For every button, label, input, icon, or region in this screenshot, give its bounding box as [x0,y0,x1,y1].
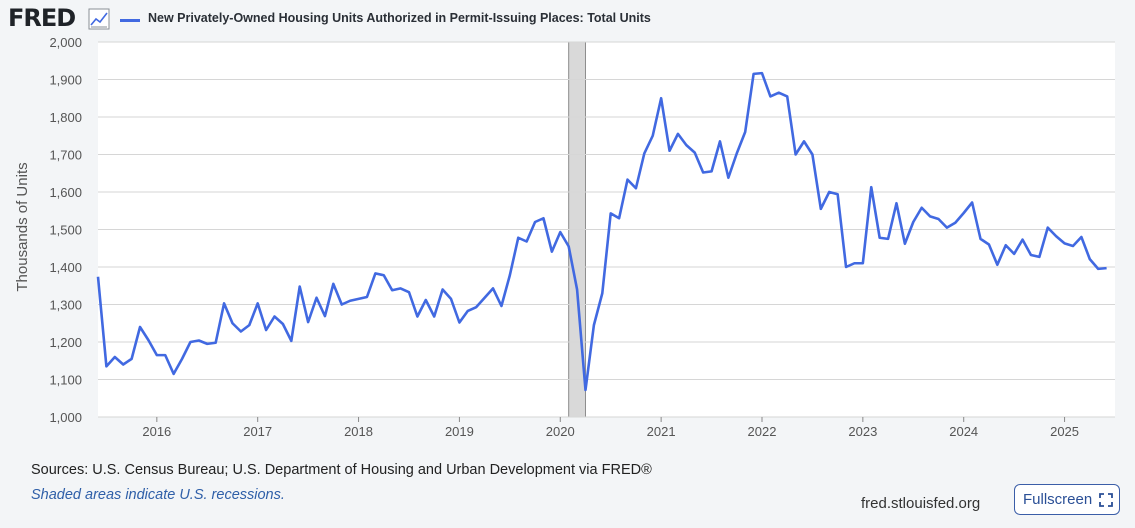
x-tick-label: 2022 [748,424,777,439]
y-tick-label: 1,600 [49,185,82,200]
x-tick-label: 2020 [546,424,575,439]
y-tick-label: 1,800 [49,110,82,125]
y-tick-label: 2,000 [49,35,82,50]
y-tick-label: 1,100 [49,373,82,388]
recession-note: Shaded areas indicate U.S. recessions. [31,487,285,503]
fullscreen-button[interactable]: Fullscreen [1014,484,1120,515]
gridlines [98,41,1115,418]
y-tick-label: 1,300 [49,298,82,313]
y-tick-label: 1,400 [49,260,82,275]
line-chart: 1,000 1,100 1,200 1,300 1,400 1,500 1,600 1,700… [14,35,1115,439]
x-tick-label: 2021 [647,424,676,439]
line-chart-icon [88,8,110,30]
x-tick-label: 2018 [344,424,373,439]
fullscreen-icon [1099,493,1113,507]
x-tick-label: 2019 [445,424,474,439]
fred-logo[interactable]: FRED [8,4,76,32]
legend-line-swatch [120,19,140,22]
site-link[interactable]: fred.stlouisfed.org [861,495,981,512]
x-tick-label: 2023 [848,424,877,439]
sources-note: Sources: U.S. Census Bureau; U.S. Depart… [31,462,652,478]
chart-header: FRED New Privately-Owned Housing Units A… [0,0,1135,38]
y-tick-label: 1,200 [49,335,82,350]
x-tick-label: 2024 [949,424,978,439]
y-tick-label: 1,000 [49,410,82,425]
y-tick-label: 1,500 [49,223,82,238]
series-line[interactable] [96,71,1107,392]
x-tick-label: 2025 [1050,424,1079,439]
y-tick-label: 1,900 [49,73,82,88]
legend-series-label: New Privately-Owned Housing Units Author… [148,11,651,25]
fullscreen-label: Fullscreen [1023,491,1093,508]
x-tick-label: 2016 [142,424,171,439]
y-axis-label: Thousands of Units [14,162,31,291]
y-tick-label: 1,700 [49,148,82,163]
x-tick-label: 2017 [243,424,272,439]
y-axis-ticks: 1,000 1,100 1,200 1,300 1,400 1,500 1,600 1,700… [49,35,82,425]
x-axis-ticks: 2016 2017 2018 2019 2020 2021 2022 2023 2024 2025 [142,417,1079,439]
